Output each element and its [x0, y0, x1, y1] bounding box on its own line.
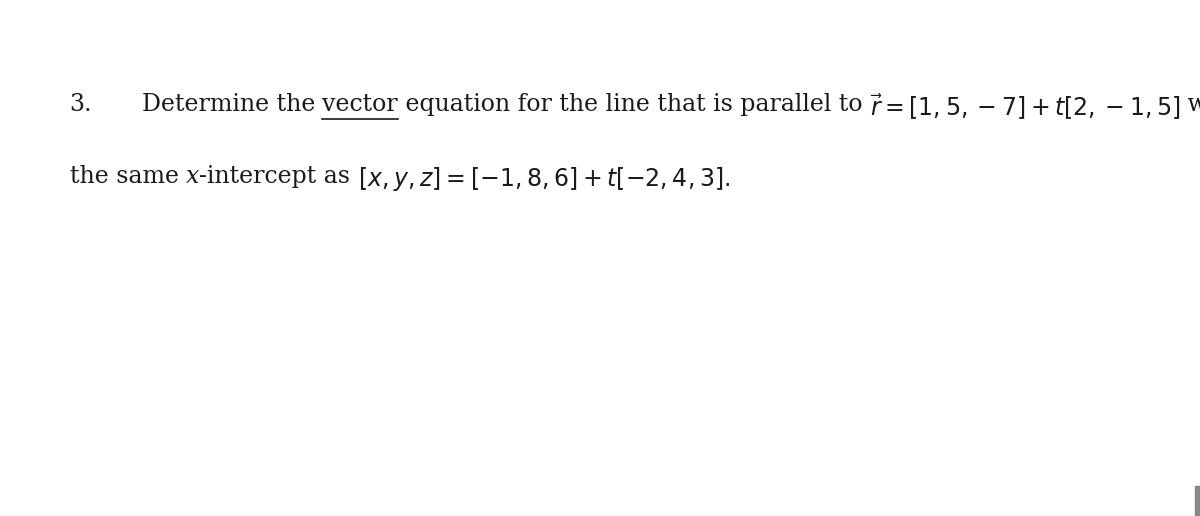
Text: the same: the same — [70, 165, 186, 188]
Text: equation for the line that is parallel to: equation for the line that is parallel t… — [398, 93, 870, 116]
Text: $[x, y, z]=[-1,8,6]+t[-2,4,3].$: $[x, y, z]=[-1,8,6]+t[-2,4,3].$ — [358, 165, 731, 193]
Text: with: with — [1181, 93, 1200, 116]
Text: x: x — [186, 165, 199, 188]
Text: Determine the: Determine the — [142, 93, 323, 116]
Text: vector: vector — [323, 93, 398, 116]
Text: -intercept as: -intercept as — [199, 165, 358, 188]
Text: 3.: 3. — [70, 93, 92, 116]
Text: $\vec{r}=[1,5,-7]+t[2,-1,5]$: $\vec{r}=[1,5,-7]+t[2,-1,5]$ — [870, 93, 1181, 122]
